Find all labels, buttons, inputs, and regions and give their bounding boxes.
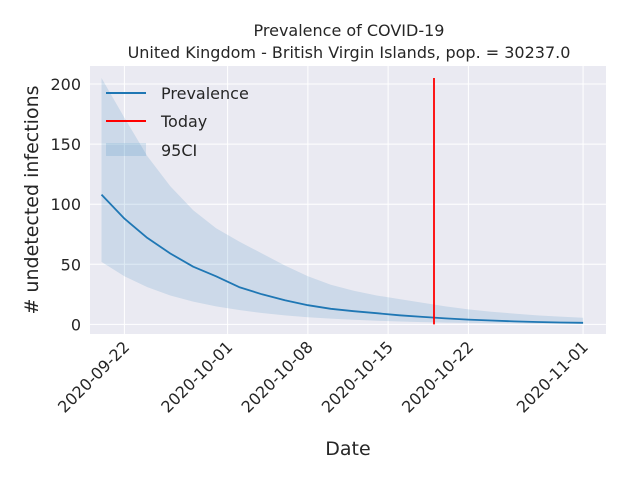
legend-swatch-95ci xyxy=(106,143,146,156)
x-tick-label: 2020-10-08 xyxy=(238,337,317,416)
plot-area xyxy=(90,66,606,334)
y-tick-label: 50 xyxy=(61,255,81,274)
y-tick-label: 150 xyxy=(50,135,81,154)
y-axis-label: # undetected infections xyxy=(21,85,43,314)
legend: Prevalence Today 95CI xyxy=(106,84,249,160)
y-tick-label: 0 xyxy=(71,315,81,334)
prevalence-line xyxy=(100,193,584,324)
ci-band xyxy=(101,78,584,324)
chart-title: Prevalence of COVID-19 xyxy=(254,21,445,40)
y-tick-label: 100 xyxy=(50,195,81,214)
legend-label-95ci: 95CI xyxy=(161,141,197,160)
x-tick-label: 2020-09-22 xyxy=(54,337,133,416)
x-tick-label: 2020-10-01 xyxy=(157,337,236,416)
x-tick-label: 2020-10-22 xyxy=(398,337,477,416)
x-axis-label: Date xyxy=(325,438,370,460)
legend-label-prevalence: Prevalence xyxy=(161,84,249,103)
x-tick-label: 2020-10-15 xyxy=(318,337,397,416)
x-tick-label: 2020-11-01 xyxy=(513,337,592,416)
chart-subtitle: United Kingdom - British Virgin Islands,… xyxy=(128,43,571,62)
legend-label-today: Today xyxy=(160,112,207,131)
y-tick-label: 200 xyxy=(50,75,81,94)
